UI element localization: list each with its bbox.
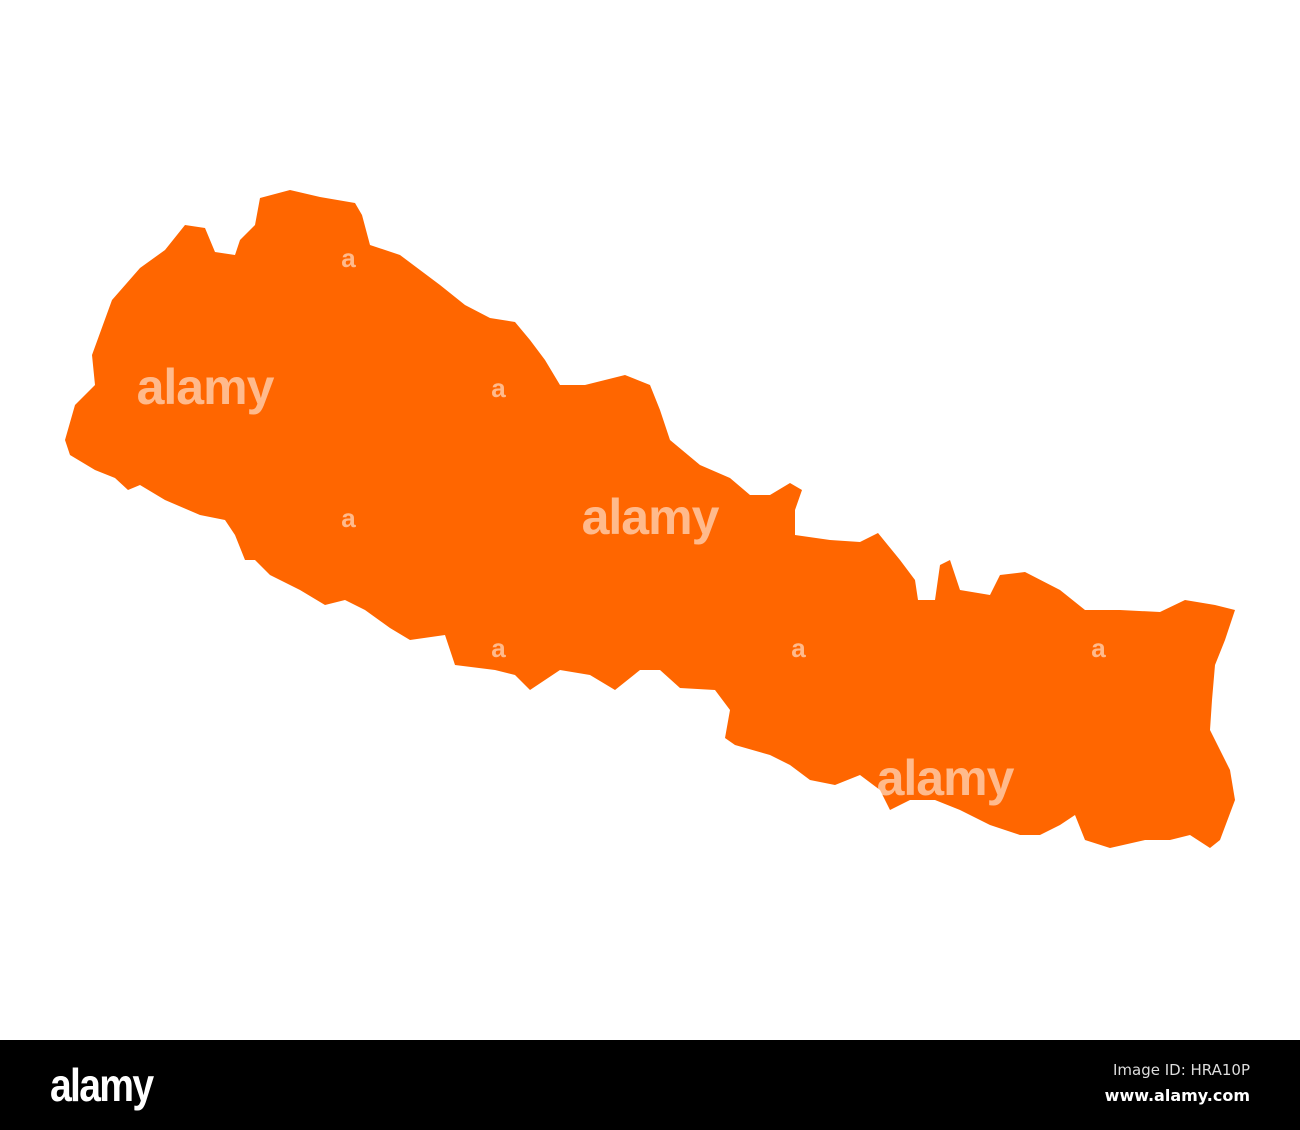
image-id: Image ID: HRA10P (1112, 1061, 1250, 1079)
alamy-logo: alamy (50, 1059, 154, 1111)
nepal-shape (65, 190, 1235, 848)
map-canvas: alamy alamy alamy a a a a a a (65, 190, 1235, 848)
watermark-word: alamy (137, 359, 275, 415)
footer-bar: alamy Image ID: HRA10P www.alamy.com (0, 1040, 1300, 1130)
watermark-letter: a (491, 373, 506, 403)
watermark-letter: a (341, 243, 356, 273)
website-link: www.alamy.com (1104, 1086, 1250, 1105)
watermark-letter: a (791, 633, 806, 663)
watermark-layer: alamy alamy alamy a a a a a a (137, 243, 1108, 806)
watermark-word: alamy (877, 750, 1015, 806)
watermark-word: alamy (582, 489, 720, 545)
watermark-letter: a (491, 633, 506, 663)
watermark-letter: a (341, 503, 356, 533)
watermark-letter: a (1091, 633, 1106, 663)
